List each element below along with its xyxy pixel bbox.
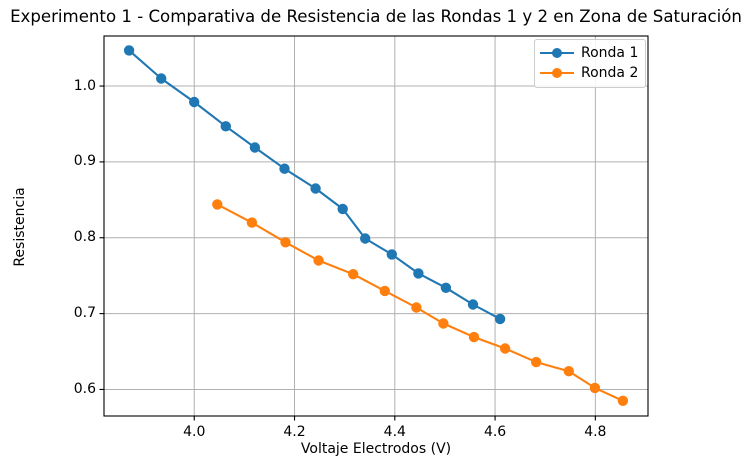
- series-2-data-point: [438, 318, 449, 329]
- series-1-data-point: [494, 313, 506, 325]
- series-2-data-point: [499, 343, 511, 354]
- y-tick-label: 0.9: [73, 153, 96, 170]
- series-1-data-point: [360, 233, 371, 244]
- legend-line-marker-icon: [540, 67, 574, 79]
- x-tick-label: 4.6: [483, 424, 507, 440]
- y-axis-label: Resistencia: [12, 187, 28, 267]
- series-1-data-point: [413, 268, 424, 279]
- x-tick-label: 4.4: [383, 424, 406, 440]
- legend-entry-ronda-2: Ronda 2: [540, 63, 638, 83]
- legend-line-marker-icon: [540, 47, 574, 59]
- x-tick-label: 4.8: [584, 424, 607, 440]
- legend-label-ronda-2: Ronda 2: [581, 65, 639, 81]
- series-1-data-point: [249, 142, 261, 153]
- legend-label-ronda-1: Ronda 1: [581, 45, 639, 61]
- series-2-data-point: [563, 366, 574, 377]
- series-line-2: [216, 203, 624, 402]
- y-tick-label: 1.0: [73, 77, 96, 94]
- series-2-data-point: [212, 199, 223, 210]
- series-1-data-point: [220, 121, 231, 132]
- legend: Ronda 1 Ronda 2: [534, 39, 647, 88]
- series-1-data-point: [156, 73, 167, 84]
- x-axis-label: Voltaje Electrodos (V): [300, 441, 452, 457]
- chart-title: Experimento 1 - Comparativa de Resistenc…: [10, 7, 742, 26]
- series-2-data-point: [589, 382, 601, 394]
- series-2-data-point: [280, 237, 291, 248]
- series-2-data-point: [468, 331, 480, 343]
- series-2-data-point: [531, 356, 542, 368]
- y-tick-label: 0.7: [73, 305, 96, 322]
- legend-entry-ronda-1: Ronda 1: [540, 43, 638, 63]
- series-1-data-point: [337, 203, 348, 215]
- y-tick-label: 0.6: [73, 380, 96, 397]
- series-2-data-point: [246, 217, 258, 228]
- x-tick-label: 4.2: [283, 424, 306, 440]
- series-1-data-point: [386, 249, 397, 260]
- series-2-data-point: [313, 255, 324, 266]
- series-1-data-point: [279, 163, 290, 174]
- axes-frame: [103, 35, 649, 417]
- legend-dot-sample: [551, 47, 563, 59]
- series-2-data-point: [348, 269, 359, 280]
- series-1-data-point: [189, 96, 200, 108]
- series-1-data-point: [310, 183, 321, 194]
- series-1-data-point: [123, 45, 135, 56]
- series-1-data-point: [440, 282, 452, 293]
- x-tick-label: 4.0: [183, 424, 206, 440]
- series-2-data-point: [617, 395, 629, 406]
- series-1-data-point: [467, 299, 479, 310]
- y-tick-label: 0.8: [73, 229, 96, 246]
- series-2-data-point: [379, 285, 390, 297]
- legend-dot-sample: [551, 67, 563, 79]
- series-2-data-point: [411, 302, 422, 313]
